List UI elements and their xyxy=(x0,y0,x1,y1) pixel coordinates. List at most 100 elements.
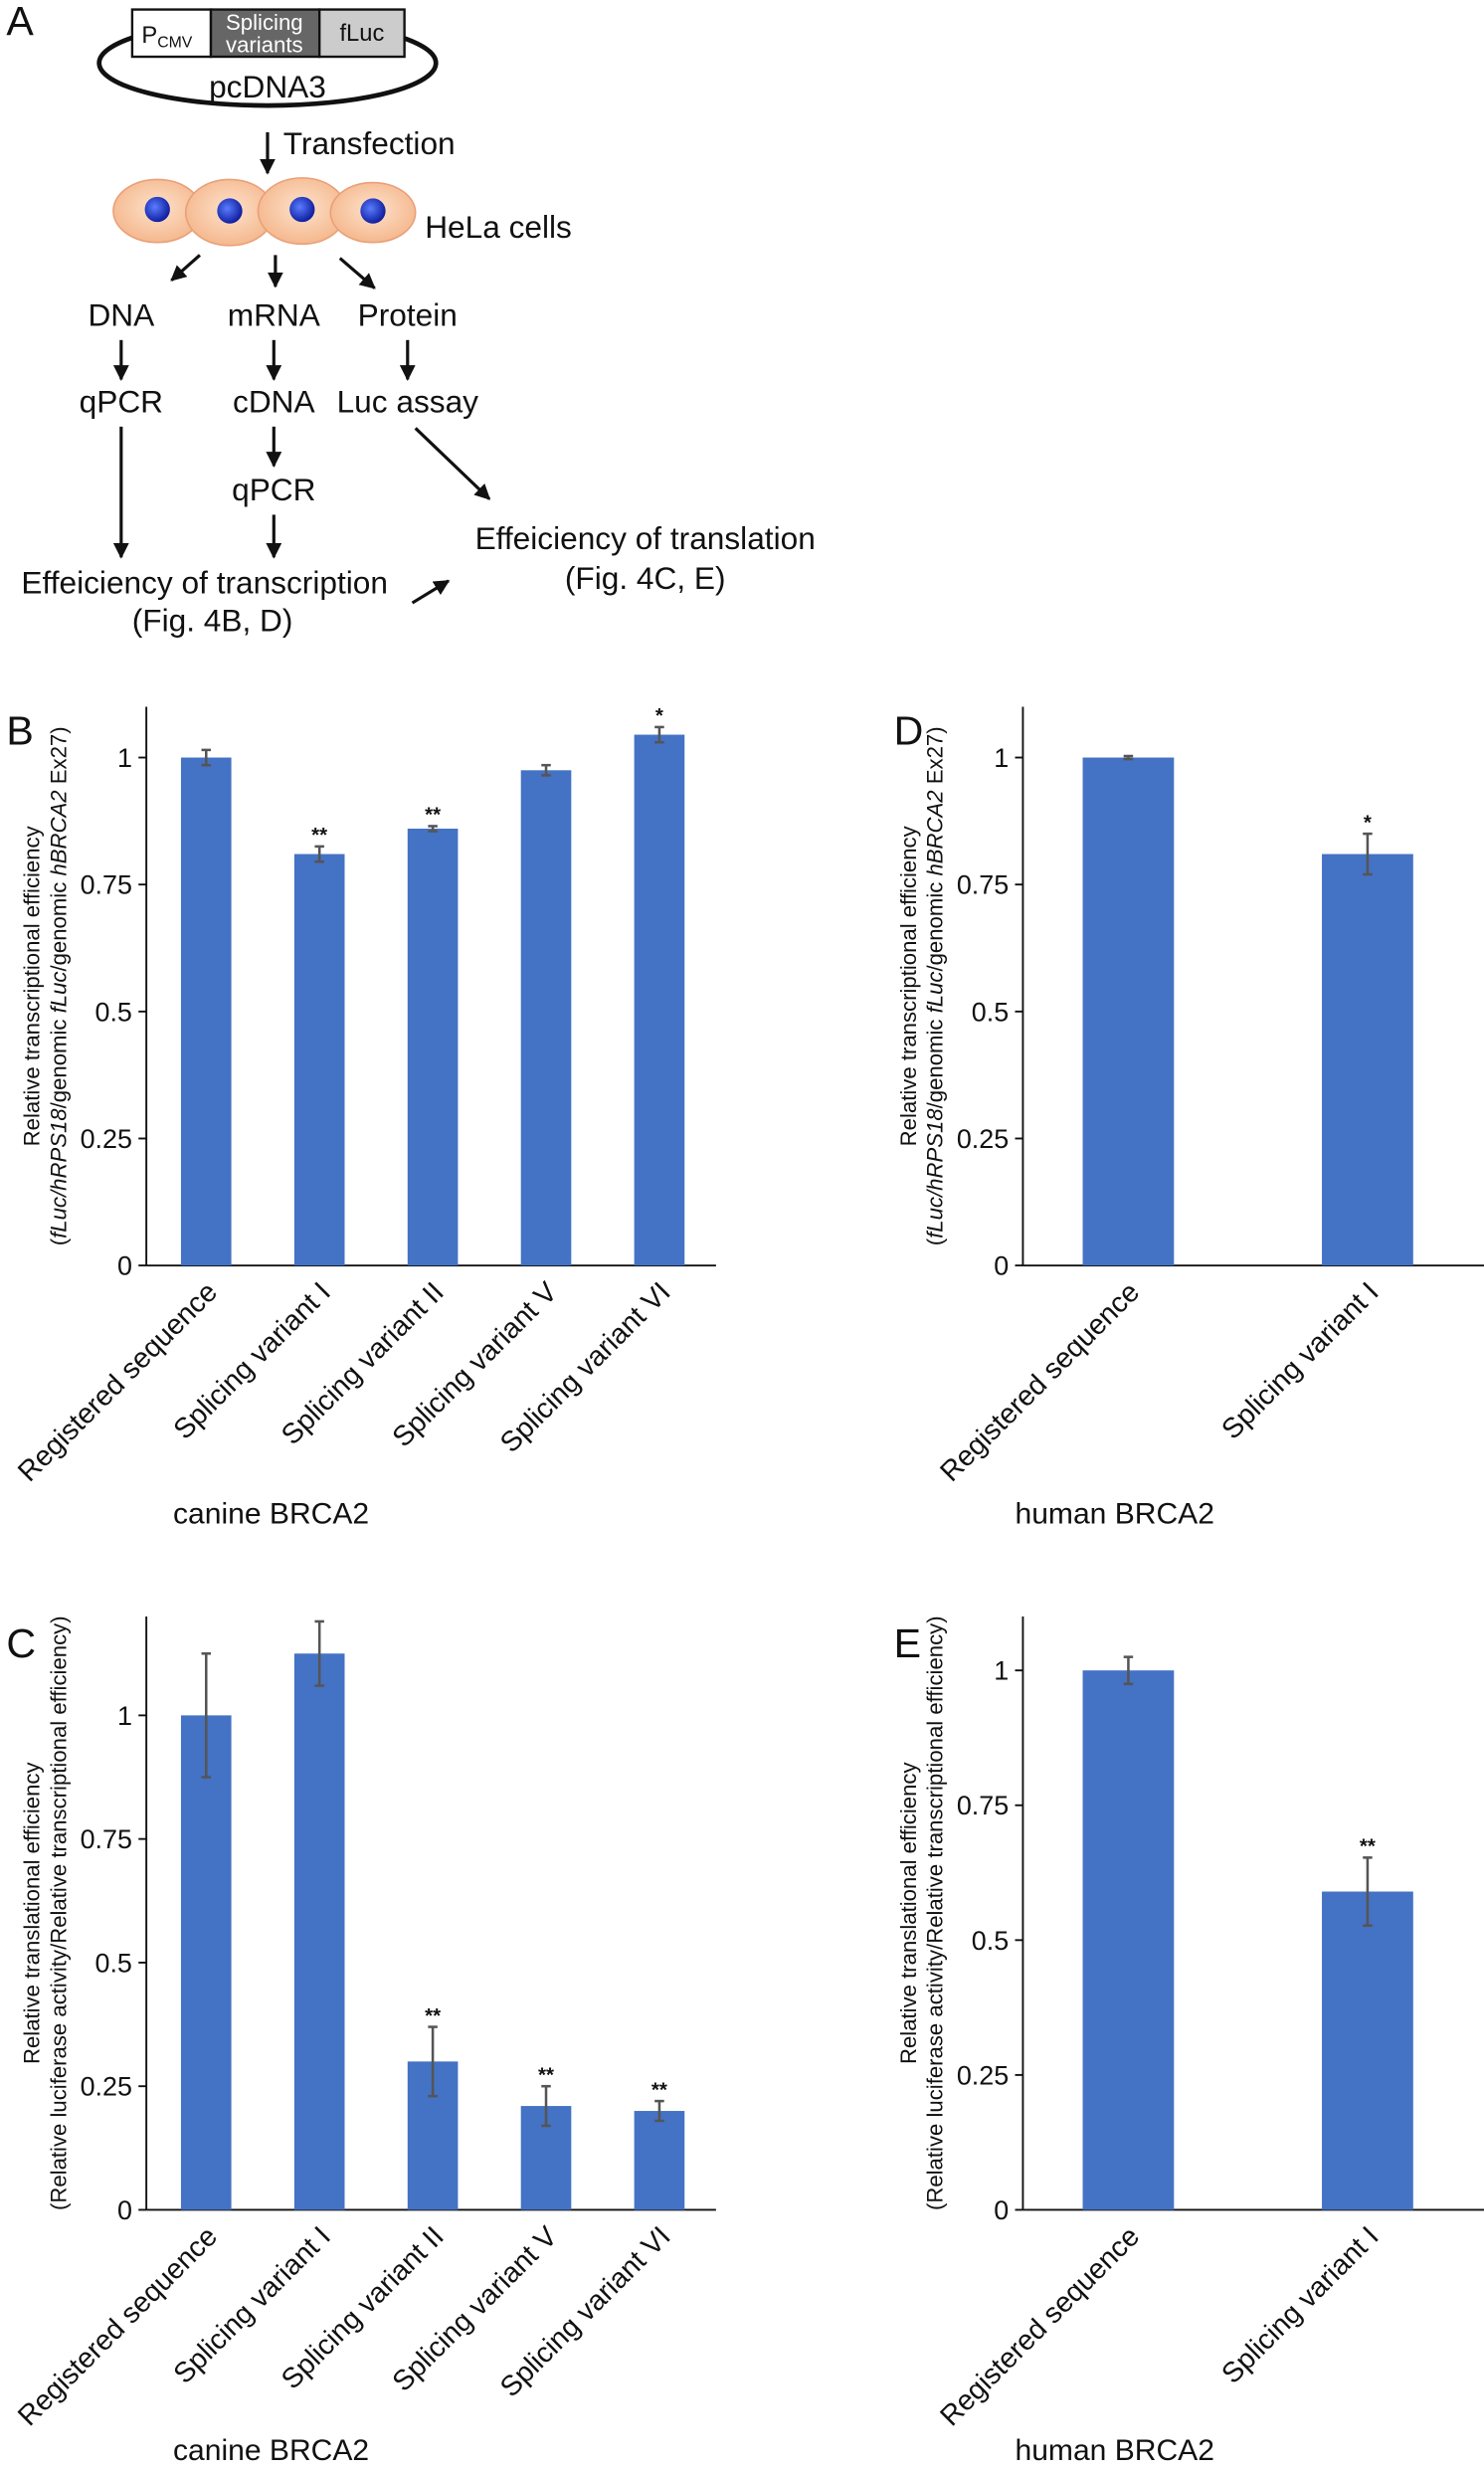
y-tick-label: 0 xyxy=(994,2195,1009,2225)
bar xyxy=(1322,854,1413,1266)
result-label: (Fig. 4C, E) xyxy=(565,560,726,596)
y-axis-label-part: Ex27) xyxy=(46,726,71,790)
y-axis-label: Relative translational efficiency xyxy=(896,1762,921,2064)
arrow xyxy=(170,254,201,282)
promoter-label: PCMV xyxy=(141,23,192,52)
y-axis-label-part: ( xyxy=(46,1237,71,1245)
error-bar xyxy=(654,725,664,744)
workflow-diagram: A PCMV Splicing variants fLuc pcDNA3 Tra… xyxy=(6,0,815,639)
arrow xyxy=(414,427,491,500)
step-label: DNA xyxy=(88,297,155,333)
y-tick-label: 0.75 xyxy=(957,1791,1009,1820)
y-tick-label: 1 xyxy=(117,743,132,773)
y-axis-label-part: hBRCA2 xyxy=(923,790,948,875)
x-tick-label: Splicing variant I xyxy=(1215,1276,1385,1445)
bar xyxy=(180,757,232,1266)
error-bar xyxy=(314,1619,324,1687)
significance-label: ** xyxy=(425,804,441,827)
error-bar xyxy=(1123,754,1134,761)
chart: E Relative translational efficiency (Relat… xyxy=(894,1616,1484,2467)
x-tick-label: Registered sequence xyxy=(12,1276,224,1488)
promoter-subscript: CMV xyxy=(157,35,193,52)
step-label: qPCR xyxy=(232,472,315,507)
step-label: Luc assay xyxy=(337,384,479,420)
reporter-box xyxy=(317,8,406,59)
error-bar xyxy=(541,763,551,777)
y-tick-label: 0.75 xyxy=(81,1824,132,1854)
x-tick-label: Registered sequence xyxy=(934,1276,1146,1488)
nucleus xyxy=(360,198,386,224)
error-bar xyxy=(1363,832,1373,876)
x-axis-label: human BRCA2 xyxy=(1016,2434,1214,2467)
chart: C Relative translational efficiency (Relat… xyxy=(6,1616,716,2467)
panel-letter: E xyxy=(894,1620,921,1666)
y-tick-label: 0.5 xyxy=(95,997,132,1027)
bar xyxy=(1082,1670,1175,2210)
x-axis-label: canine BRCA2 xyxy=(173,2434,369,2467)
insert-label: Splicing xyxy=(226,10,303,35)
bar xyxy=(520,770,572,1266)
error-bar xyxy=(1363,1856,1373,1927)
y-tick-label: 0 xyxy=(994,1251,1009,1281)
y-axis-label-part: fLuc/hRPS18 xyxy=(923,1108,948,1238)
significance-label: ** xyxy=(311,824,327,847)
y-axis-label-part: /genomic xyxy=(46,876,71,972)
error-bar xyxy=(428,2025,438,2098)
y-axis-label-part: (Relative luciferase activity/Relative t… xyxy=(46,1616,71,2210)
nucleus xyxy=(144,196,170,223)
step-label: Protein xyxy=(358,297,458,333)
result-label: Effeiciency of translation xyxy=(475,520,816,556)
y-axis-label-part: /genomic xyxy=(923,1013,948,1108)
reporter-label: fLuc xyxy=(339,21,384,47)
y-axis-label-part: Relative translational efficiency xyxy=(20,1762,45,2064)
y-tick-label: 0 xyxy=(117,2195,132,2225)
y-tick-label: 0.25 xyxy=(81,1124,132,1154)
y-tick-label: 0 xyxy=(117,1251,132,1281)
vector-label: pcDNA3 xyxy=(209,69,326,104)
insert-label: variants xyxy=(226,32,303,57)
y-tick-label: 0.5 xyxy=(972,997,1009,1027)
error-bar xyxy=(201,748,212,767)
significance-label: ** xyxy=(538,2063,554,2086)
x-axis-label: human BRCA2 xyxy=(1016,1498,1214,1531)
promoter-label: P xyxy=(141,23,157,49)
bar xyxy=(293,1653,345,2210)
x-tick-label: Splicing variant I xyxy=(1215,2220,1385,2389)
cells xyxy=(112,177,417,247)
arrow xyxy=(411,579,451,605)
y-axis-label-part: fLuc xyxy=(923,972,948,1014)
y-axis-label: (Relative luciferase activity/Relative t… xyxy=(923,1616,948,2210)
bar xyxy=(1082,757,1175,1266)
error-bar xyxy=(314,845,324,863)
step-label: cDNA xyxy=(233,384,315,420)
nucleus xyxy=(289,196,315,223)
promoter-box xyxy=(130,8,213,59)
y-tick-label: 0.25 xyxy=(957,2060,1009,2090)
significance-label: ** xyxy=(651,2078,667,2101)
y-axis-label-part: Relative translational efficiency xyxy=(896,1762,921,2064)
step-label: mRNA xyxy=(228,297,321,333)
bar xyxy=(634,734,685,1266)
y-axis-label: Relative transcriptional efficiency xyxy=(20,825,45,1146)
result-label: Effeiciency of transcription xyxy=(21,565,388,601)
y-axis-label-part: fLuc xyxy=(46,972,71,1014)
y-tick-label: 1 xyxy=(994,743,1009,773)
bar xyxy=(180,1715,232,2210)
y-tick-label: 0.25 xyxy=(957,1124,1009,1154)
y-axis-label-part: Relative transcriptional efficiency xyxy=(20,825,45,1146)
bar xyxy=(634,2111,685,2210)
x-axis-label: canine BRCA2 xyxy=(173,1498,369,1531)
y-tick-label: 0.75 xyxy=(957,870,1009,900)
y-axis-label: (fLuc/hRPS18/genomic fLuc/genomic hBRCA2… xyxy=(46,726,71,1245)
step-label: qPCR xyxy=(80,384,163,420)
x-tick-label: Registered sequence xyxy=(12,2220,224,2432)
significance-label: * xyxy=(655,704,663,727)
y-tick-label: 1 xyxy=(117,1701,132,1731)
result-label: (Fig. 4B, D) xyxy=(132,603,293,639)
step-label: Transfection xyxy=(283,125,456,161)
error-bar xyxy=(654,2099,664,2123)
y-axis-label: Relative translational efficiency xyxy=(20,1762,45,2064)
